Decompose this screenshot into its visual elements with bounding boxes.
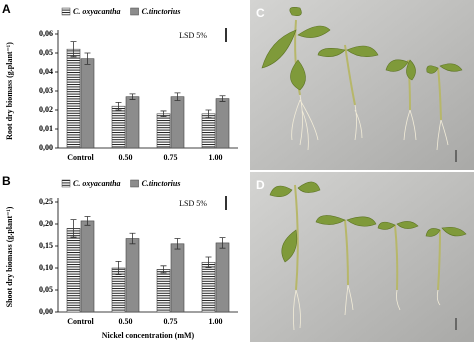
- y-tick-label: 0,10: [39, 263, 53, 272]
- y-tick-label: 0,25: [39, 197, 53, 206]
- bar: [170, 96, 185, 149]
- bar: [170, 243, 185, 313]
- bar: [215, 242, 230, 313]
- legend-swatch: [130, 179, 139, 188]
- bar: [125, 238, 140, 313]
- bar: [201, 113, 216, 149]
- y-axis-label: Shoot dry biomass (g.plant⁻¹): [5, 206, 14, 307]
- bar: [201, 261, 216, 313]
- legend-label: C.tinctorius: [142, 179, 181, 188]
- error-bar: [115, 102, 122, 111]
- legend-label: C. oxyacantha: [73, 179, 121, 188]
- panel-label: A: [2, 2, 11, 16]
- y-tick-label: 0,05: [39, 285, 53, 294]
- photo-d: [250, 172, 474, 342]
- photo-label: C: [256, 6, 265, 20]
- legend-label: C. oxyacantha: [73, 7, 121, 16]
- legend-swatch: [61, 7, 71, 16]
- bar: [156, 113, 171, 149]
- y-tick-label: 0,05: [39, 48, 53, 57]
- error-bar: [70, 41, 77, 58]
- error-bar: [160, 265, 167, 274]
- error-bar: [219, 95, 226, 102]
- error-bar: [70, 219, 77, 238]
- y-tick-label: 0,04: [39, 67, 53, 76]
- y-tick-label: 0,15: [39, 241, 53, 250]
- x-tick-label: 0.75: [164, 153, 178, 162]
- photo-c: [250, 0, 474, 170]
- legend-swatch: [130, 7, 139, 16]
- x-tick-label: Control: [67, 153, 94, 162]
- panel-label: B: [2, 174, 11, 188]
- error-bar: [174, 238, 181, 250]
- bar: [80, 220, 95, 313]
- error-bar: [174, 92, 181, 101]
- y-tick-label: 0,02: [39, 105, 53, 114]
- x-tick-label: 0.50: [119, 153, 133, 162]
- legend-label: C.tinctorius: [142, 7, 181, 16]
- error-bar: [205, 256, 212, 268]
- y-tick-label: 0,06: [39, 29, 53, 38]
- y-tick-label: 0,01: [39, 124, 53, 133]
- bar: [215, 98, 230, 149]
- x-tick-label: 1.00: [209, 317, 223, 326]
- y-tick-label: 0,20: [39, 219, 53, 228]
- bar: [66, 228, 81, 313]
- legend-swatch: [61, 179, 71, 188]
- bar: [156, 269, 171, 313]
- error-bar: [219, 237, 226, 249]
- bar: [66, 48, 81, 149]
- error-bar: [84, 216, 91, 226]
- error-bar: [160, 110, 167, 118]
- x-tick-label: Control: [67, 317, 94, 326]
- error-bar: [129, 93, 136, 100]
- error-bar: [129, 232, 136, 245]
- annotation: LSD 5%: [179, 31, 207, 40]
- x-tick-label: 0.50: [119, 317, 133, 326]
- error-bar: [115, 261, 122, 275]
- bar: [80, 58, 95, 149]
- error-bar: [84, 52, 91, 65]
- y-tick-label: 0,03: [39, 86, 53, 95]
- x-axis-label: Nickel concentration (mM): [102, 331, 195, 340]
- x-tick-label: 1.00: [209, 153, 223, 162]
- bar: [125, 96, 140, 149]
- y-tick-label: 0,00: [39, 307, 53, 316]
- photo-label: D: [256, 178, 265, 192]
- y-axis-label: Root dry biomass (g.plant⁻¹): [5, 42, 14, 140]
- y-tick-label: 0,00: [39, 143, 53, 152]
- bar: [111, 105, 126, 149]
- x-tick-label: 0.75: [164, 317, 178, 326]
- error-bar: [205, 109, 212, 118]
- annotation: LSD 5%: [179, 199, 207, 208]
